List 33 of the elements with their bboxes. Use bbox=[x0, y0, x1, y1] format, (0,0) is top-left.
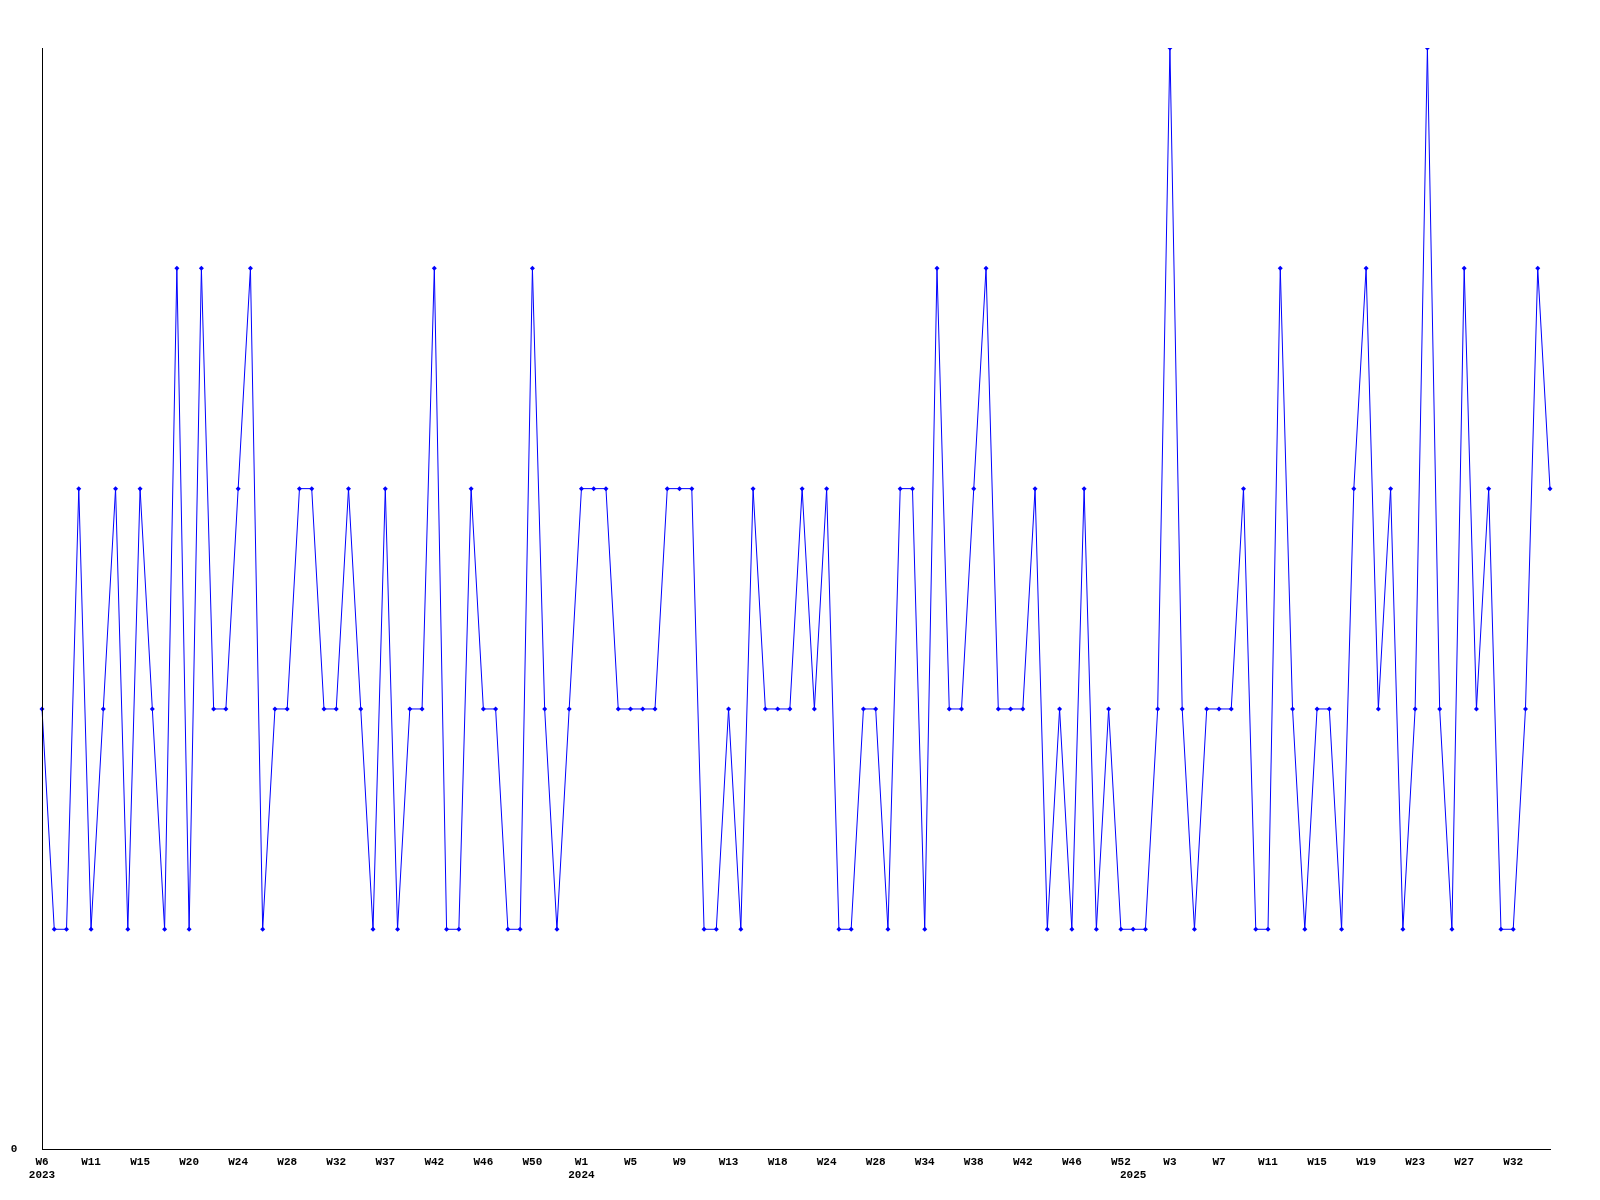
x-tick-label: W24 bbox=[228, 1155, 249, 1168]
x-tick-label: W28 bbox=[865, 1155, 886, 1168]
x-tick-label: W7 bbox=[1212, 1155, 1226, 1168]
x-tick-label: W9 bbox=[672, 1155, 687, 1168]
x-tick-label: W28 bbox=[277, 1155, 298, 1168]
x-tick-label: W24 bbox=[816, 1155, 837, 1168]
x-tick-label: W5 bbox=[623, 1155, 638, 1168]
x-tick-label: W50 bbox=[522, 1155, 543, 1168]
x-tick-label: W6 2023 bbox=[28, 1155, 56, 1182]
x-tick-label: W52 bbox=[1110, 1155, 1131, 1168]
text: 0 bbox=[10, 1143, 18, 1156]
x-tick-label: W15 bbox=[1307, 1155, 1328, 1168]
x-tick-label: W32 bbox=[1503, 1155, 1524, 1168]
x-tick-label: W11 bbox=[81, 1155, 102, 1168]
x-tick-label: W18 bbox=[767, 1155, 788, 1168]
x-tick-label: W13 bbox=[718, 1155, 739, 1168]
x-tick-label: W34 bbox=[914, 1155, 936, 1168]
x-tick-label: W37 bbox=[375, 1155, 396, 1168]
x-tick-label: W20 bbox=[179, 1155, 200, 1168]
x-tick-label: W46 bbox=[1061, 1155, 1082, 1168]
x-tick-label: W11 bbox=[1258, 1155, 1279, 1168]
x-tick-label: W27 bbox=[1454, 1155, 1475, 1168]
x-tick-label: 2025 bbox=[1119, 1169, 1147, 1182]
x-tick-label: W42 bbox=[424, 1155, 445, 1168]
x-tick-label: W23 bbox=[1405, 1155, 1426, 1168]
x-tick-label: W42 bbox=[1012, 1155, 1033, 1168]
x-tick-label: W1 2024 bbox=[568, 1155, 596, 1182]
x-tick-label: W46 bbox=[473, 1155, 494, 1168]
x-tick-label: W38 bbox=[963, 1155, 985, 1168]
x-tick-label: W32 bbox=[326, 1155, 347, 1168]
x-tick-label: W3 bbox=[1163, 1155, 1177, 1168]
x-tick-label: W19 bbox=[1356, 1155, 1376, 1168]
x-tick-label: W15 bbox=[130, 1155, 151, 1168]
